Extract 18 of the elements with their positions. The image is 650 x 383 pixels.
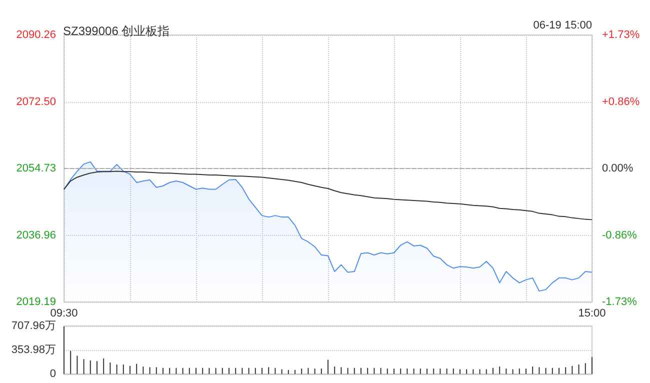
y-tick-label: 2054.73 xyxy=(16,162,56,174)
y2-tick-label: -1.73% xyxy=(602,296,638,308)
line-series xyxy=(64,170,592,220)
chart-title: SZ399006 创业板指 xyxy=(63,24,170,38)
y2-tick-label: +0.86% xyxy=(602,96,640,108)
x-tick-label: 15:00 xyxy=(578,308,606,320)
y-tick-label: 353.98万 xyxy=(11,344,56,356)
y-tick-label: 707.96万 xyxy=(11,320,56,332)
x-tick-label: 09:30 xyxy=(50,308,78,320)
y2-tick-label: -0.86% xyxy=(602,229,638,242)
text: 06-19 15:00 xyxy=(533,20,592,32)
y-tick-label: 2072.50 xyxy=(16,96,56,108)
y-tick-label: 0 xyxy=(50,368,56,380)
y-tick-label: 2019.19 xyxy=(16,296,56,308)
y2-tick-label: 0.00% xyxy=(602,162,634,174)
y-tick-label: 2090.26 xyxy=(16,29,56,41)
y-tick-label: 2036.96 xyxy=(16,229,56,242)
y2-tick-label: +1.73% xyxy=(602,29,640,41)
